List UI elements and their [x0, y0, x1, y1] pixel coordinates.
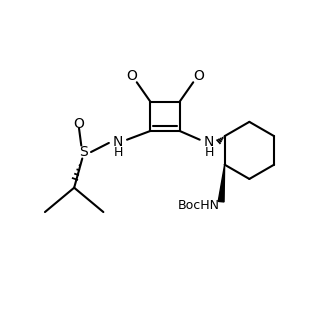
Text: O: O	[193, 69, 204, 83]
Text: O: O	[126, 69, 137, 83]
Text: N: N	[113, 135, 123, 149]
Text: S: S	[80, 145, 88, 159]
Polygon shape	[218, 165, 225, 202]
Text: BocHN: BocHN	[178, 199, 220, 212]
Text: H: H	[205, 147, 214, 159]
Text: N: N	[204, 135, 214, 149]
Text: H: H	[114, 147, 123, 159]
Text: O: O	[74, 117, 84, 131]
